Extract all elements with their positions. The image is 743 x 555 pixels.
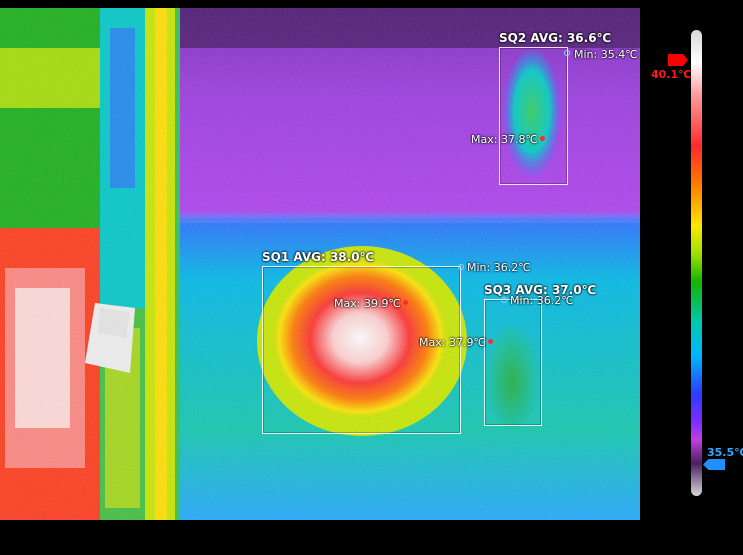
sq3-max-label: Max: 37.9℃ [419, 336, 486, 349]
sq2-min-label: Min: 35.4℃ [574, 48, 638, 61]
sq1-measure-box[interactable] [262, 266, 461, 434]
sq1-min-label: Min: 36.2℃ [467, 261, 531, 274]
sq1-max-marker [403, 300, 408, 305]
sq2-avg-label: SQ2 AVG: 36.6℃ [499, 31, 612, 45]
scale-max-marker[interactable] [668, 54, 688, 66]
scale-min-marker[interactable] [703, 459, 725, 470]
sq2-max-marker [540, 136, 545, 141]
sq1-min-marker [458, 264, 464, 270]
sq2-measure-box[interactable] [499, 47, 568, 185]
sq3-max-marker [488, 339, 493, 344]
sq2-max-label: Max: 37.8℃ [471, 133, 538, 146]
sq3-min-label: Min: 36.2℃ [510, 294, 574, 307]
sq3-avg-label: SQ3 AVG: 37.0℃ [484, 283, 597, 297]
sq1-max-label: Max: 39.9℃ [334, 297, 401, 310]
sq3-min-marker [501, 297, 507, 303]
sq2-min-marker [564, 50, 570, 56]
sq1-avg-label: SQ1 AVG: 38.0℃ [262, 250, 375, 264]
scale-min-label: 35.5℃ [707, 446, 743, 459]
temperature-scale-bar [691, 30, 702, 496]
scale-max-label: 40.1℃ [651, 68, 692, 81]
thermal-image [0, 8, 640, 520]
sq3-measure-box[interactable] [484, 299, 542, 426]
